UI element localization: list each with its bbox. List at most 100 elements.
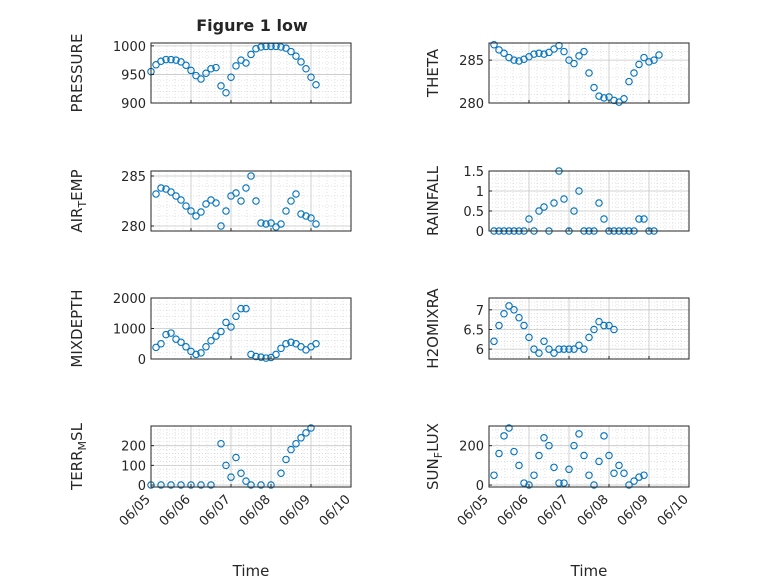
data-point — [535, 349, 543, 357]
data-point — [525, 481, 533, 489]
subplot-h2omixra: 6 6.5 7 H2OMIXRA — [424, 288, 690, 369]
y-tick-label: 6.5 — [463, 323, 484, 338]
data-point — [620, 94, 628, 103]
data-point — [535, 207, 543, 215]
data-point — [272, 350, 280, 359]
data-point — [615, 98, 623, 106]
data-point — [197, 208, 205, 216]
y-axis-label: THETA — [424, 48, 442, 98]
data-point — [167, 481, 175, 489]
data-point — [277, 344, 285, 353]
data-point — [500, 49, 508, 58]
data-point — [242, 304, 250, 313]
data-point — [182, 61, 190, 70]
plot-area — [151, 426, 351, 487]
y-tick-label: 1000 — [113, 40, 146, 55]
y-tick-label: 0 — [476, 225, 484, 240]
data-point — [490, 471, 498, 479]
data-point — [625, 77, 633, 86]
x-tick-label: 06/06 — [495, 492, 532, 529]
data-point — [550, 45, 558, 53]
data-point — [600, 215, 608, 223]
data-point — [302, 212, 310, 220]
data-point — [152, 60, 160, 69]
data-point — [242, 59, 250, 67]
data-point — [640, 53, 648, 62]
y-tick-label: 285 — [121, 170, 146, 185]
data-point — [490, 337, 498, 346]
data-point — [610, 469, 618, 477]
y-tick-label: 2000 — [113, 292, 146, 307]
data-point — [227, 73, 235, 82]
data-point — [222, 461, 230, 470]
data-point — [302, 429, 310, 437]
subplot-pressure: 900 950 1000 PRESSURE — [68, 34, 352, 112]
y-tick-label: 280 — [121, 220, 146, 235]
data-point — [495, 449, 503, 458]
data-point — [495, 321, 503, 330]
data-point — [252, 197, 260, 205]
data-point — [172, 56, 180, 64]
data-point — [232, 62, 240, 70]
data-point — [595, 92, 603, 100]
data-point — [600, 432, 608, 440]
data-point — [585, 333, 593, 342]
data-point — [172, 192, 180, 200]
data-point — [217, 327, 225, 336]
data-point — [207, 64, 215, 73]
x-tick-label: 06/10 — [655, 492, 692, 529]
data-point — [555, 345, 563, 353]
data-point — [182, 343, 190, 351]
x-tick-label: 06/10 — [317, 492, 354, 529]
data-point — [222, 88, 230, 97]
data-point — [620, 469, 628, 477]
data-point — [575, 341, 583, 349]
axes-frame — [488, 425, 690, 488]
data-point — [585, 471, 593, 479]
data-point — [575, 430, 583, 438]
data-point — [247, 50, 255, 59]
data-point — [222, 318, 230, 327]
data-point — [152, 190, 160, 198]
data-point — [257, 219, 265, 227]
data-point — [515, 57, 523, 65]
data-point — [600, 94, 608, 102]
x-tick-label: 06/06 — [157, 492, 194, 529]
data-point — [232, 453, 240, 462]
x-tick-label: 06/05 — [455, 492, 492, 529]
data-point — [237, 304, 245, 313]
data-point — [525, 333, 533, 342]
data-point — [257, 353, 265, 361]
data-point — [625, 481, 633, 489]
data-point — [540, 337, 548, 346]
x-tick-label: 06/05 — [117, 492, 154, 529]
data-point — [595, 457, 603, 466]
data-point — [207, 336, 215, 345]
data-point — [510, 447, 518, 456]
data-point — [540, 434, 548, 442]
data-point — [212, 199, 220, 207]
data-point — [565, 465, 573, 474]
data-point — [217, 82, 225, 90]
data-point — [510, 56, 518, 64]
data-point — [197, 75, 205, 83]
x-tick-label: 06/08 — [237, 492, 274, 529]
data-point — [162, 330, 170, 339]
data-point — [640, 215, 648, 223]
data-point — [212, 332, 220, 340]
data-point — [177, 338, 185, 346]
axes-frame — [150, 425, 352, 488]
data-point — [545, 48, 553, 57]
data-point — [292, 52, 300, 60]
data-point — [500, 432, 508, 440]
plot-area — [151, 43, 351, 103]
data-point — [530, 471, 538, 479]
data-point — [590, 481, 598, 489]
data-point — [247, 172, 255, 180]
figure-title: Figure 1 low — [196, 16, 308, 35]
data-point — [227, 323, 235, 331]
data-point — [560, 195, 568, 203]
axes-frame — [488, 297, 690, 360]
x-axis-label: Time — [232, 562, 270, 580]
